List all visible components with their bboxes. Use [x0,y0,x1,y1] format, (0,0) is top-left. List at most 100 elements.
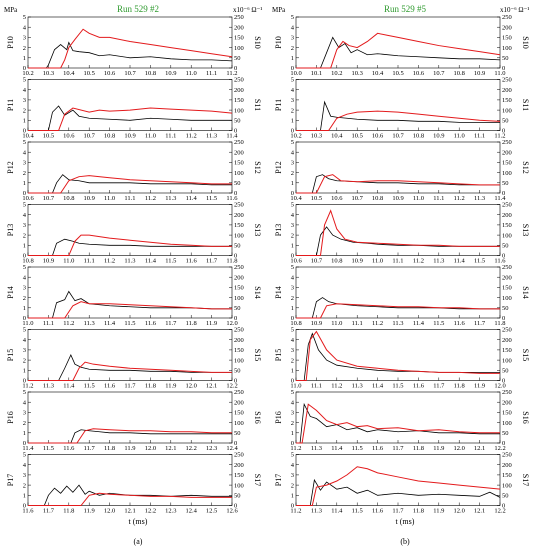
pressure-series-line [28,238,232,256]
y-left-tick-label: 4 [23,337,27,344]
y-left-tick-label: 1 [291,180,294,187]
y-right-tick-label: 150 [502,160,512,167]
x-tick-label: 12.3 [206,445,217,452]
y-right-label: S11 [521,99,530,111]
y-left-tick-label: 5 [291,77,294,84]
x-tick-label: 10.6 [22,195,34,202]
y-right-tick-label: 0 [502,378,505,385]
conductance-series-line [28,361,232,381]
plot-frame [27,391,233,444]
y-left-tick-label: 1 [291,368,294,375]
y-right-tick-label: 100 [234,295,244,302]
subplot-p16: 11.4 11.5 11.6 11.7 11.8 11.9 12.0 12.1 12.2 12.3… [6,389,262,452]
y-left-tick-label: 3 [291,472,294,479]
x-tick-label: 11.9 [206,320,217,327]
y-left-tick-label: 3 [291,410,294,417]
x-tick-label: 10.9 [474,70,485,77]
y-right-tick-label: 100 [502,170,512,177]
x-tick-label: 11.7 [433,383,445,390]
y-right-tick-label: 100 [234,482,244,489]
x-tick-label: 11.6 [372,445,384,452]
y-right-tick-label: 50 [234,305,241,312]
subplot-p11: 10.4 10.5 10.6 10.7 10.8 10.9 11.0 11.1 11.2 11.3… [6,77,262,140]
y-right-tick-label: 50 [502,430,509,437]
x-tick-label: 11.2 [145,195,156,202]
x-tick-label: 10.5 [311,195,322,202]
x-tick-label: 11.2 [186,133,197,140]
x-tick-label: 10.3 [311,133,322,140]
x-tick-label: 10.9 [352,258,363,265]
y-left-tick-label: 4 [291,274,295,281]
y-left-tick-label: 2 [23,357,26,364]
y-left-tick-label: 3 [291,35,294,42]
x-tick-label: 11.1 [474,133,485,140]
x-tick-label: 10.6 [413,70,425,77]
x-tick-label: 12.1 [124,508,135,515]
x-tick-label: 11.2 [290,445,301,452]
y-left-tick-label: 1 [23,55,26,62]
x-tick-label: 10.4 [22,133,34,140]
y-right-label: S13 [253,224,262,236]
x-tick-label: 10.7 [352,195,364,202]
y-left-tick-label: 4 [23,87,27,94]
x-tick-label: 11.1 [392,258,403,265]
x-tick-label: 12.0 [145,445,156,452]
plot-frame [295,204,501,256]
y-left-tick-label: 5 [23,77,26,84]
x-tick-label: 12.1 [474,445,485,452]
pressure-series-line [296,174,500,194]
x-tick-label: 10.8 [104,133,115,140]
y-left-tick-label: 0 [291,128,294,135]
y-right-tick-label: 100 [234,45,244,52]
x-tick-label: 12.0 [226,320,237,327]
x-tick-label: 11.4 [454,258,466,265]
x-tick-label: 10.4 [290,195,302,202]
plot-frame [295,454,501,506]
y-right-tick-label: 200 [234,149,244,156]
x-tick-label: 11.7 [43,508,55,515]
column-title: Run 529 #5 [384,4,427,14]
y-right-tick-label: 150 [234,347,244,354]
x-tick-label: 10.8 [413,133,424,140]
x-tick-label: 11.2 [331,383,342,390]
x-tick-label: 10.7 [311,258,323,265]
y-left-tick-label: 0 [291,503,294,510]
y-left-tick-label: 0 [23,128,26,135]
x-tick-label: 11.9 [165,383,176,390]
y-left-label: P12 [6,161,15,173]
x-tick-label: 11.3 [84,320,95,327]
x-tick-label: 11.7 [392,445,404,452]
y-left-tick-label: 2 [291,232,294,239]
x-tick-label: 12.6 [226,508,238,515]
y-left-tick-label: 3 [23,285,26,292]
y-right-tick-label: 150 [502,347,512,354]
y-left-label: P14 [274,286,283,298]
x-tick-label: 11.0 [331,320,342,327]
subplot-p12: 10.4 10.5 10.6 10.7 10.8 10.9 11.0 11.1 11.2 11.3… [274,139,530,202]
y-right-label: S11 [253,99,262,111]
y-left-label: P15 [6,349,15,361]
x-tick-label: 10.0 [290,70,301,77]
y-right-tick-label: 0 [502,440,505,447]
x-tick-label: 11.4 [413,320,425,327]
x-tick-label: 10.7 [43,195,55,202]
x-tick-label: 10.4 [372,70,384,77]
y-right-label: S15 [521,349,530,361]
plot-frame [27,79,233,131]
x-tick-label: 11.6 [413,383,425,390]
column-a: MPa Run 529 #2 x10⁻⁶ Ω⁻¹ t (ms) (a) 10.2… [4,4,262,546]
x-tick-label: 11.2 [63,320,74,327]
y-left-tick-label: 3 [23,472,26,479]
x-tick-label: 11.8 [494,320,505,327]
y-right-tick-label: 250 [234,14,244,21]
y-left-tick-label: 5 [23,139,26,146]
plot-frame [295,391,501,444]
y-left-tick-label: 0 [291,253,294,260]
y-left-tick-label: 4 [291,399,295,406]
y-left-tick-label: 1 [291,55,294,62]
conductance-series-line [296,466,501,506]
y-right-tick-label: 200 [234,212,244,219]
x-axis-label: t (ms) [396,517,415,526]
x-tick-label: 11.5 [165,258,176,265]
y-right-tick-label: 200 [234,24,244,31]
